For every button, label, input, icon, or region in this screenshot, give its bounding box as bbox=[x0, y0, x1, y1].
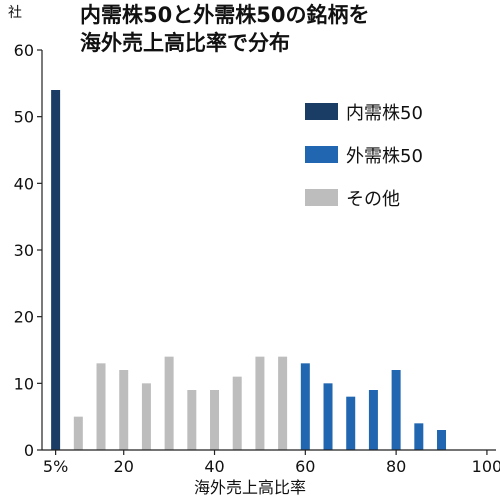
y-tick-label: 0 bbox=[24, 441, 34, 460]
bar bbox=[187, 390, 197, 450]
x-tick-label: 80 bbox=[386, 457, 406, 476]
bar bbox=[437, 430, 447, 450]
x-tick-label: 60 bbox=[295, 457, 315, 476]
bar bbox=[73, 416, 83, 450]
bar bbox=[255, 356, 265, 450]
legend-label: その他 bbox=[346, 189, 400, 210]
legend-label: 内需株50 bbox=[346, 103, 423, 124]
bar bbox=[96, 363, 106, 450]
bar bbox=[391, 370, 401, 450]
x-tick-label: 40 bbox=[204, 457, 224, 476]
bar bbox=[164, 356, 174, 450]
chart-title-line-1: 内需株50と外需株50の銘柄を bbox=[80, 3, 370, 27]
bar bbox=[300, 363, 310, 450]
bar bbox=[119, 370, 129, 450]
y-axis-label: 社 bbox=[8, 5, 22, 21]
chart-title-line-2: 海外売上高比率で分布 bbox=[80, 31, 290, 55]
bar bbox=[51, 90, 61, 450]
legend-swatch bbox=[305, 103, 338, 120]
y-tick-label: 20 bbox=[14, 308, 34, 327]
bar bbox=[368, 390, 378, 450]
legend-swatch bbox=[305, 146, 338, 163]
legend-label: 外需株50 bbox=[346, 146, 423, 167]
bar bbox=[323, 383, 333, 450]
bar bbox=[346, 396, 356, 450]
y-tick-label: 60 bbox=[14, 41, 34, 60]
y-tick-label: 30 bbox=[14, 241, 34, 260]
bar bbox=[278, 356, 288, 450]
legend-swatch bbox=[305, 189, 338, 206]
bar bbox=[210, 390, 220, 450]
bar bbox=[141, 383, 151, 450]
x-tick-label: 100 bbox=[472, 457, 500, 476]
y-tick-label: 40 bbox=[14, 174, 34, 193]
bar bbox=[414, 423, 424, 450]
x-axis-label: 海外売上高比率 bbox=[193, 478, 306, 497]
x-tick-label: 5% bbox=[43, 457, 68, 476]
bar bbox=[232, 376, 242, 450]
x-tick-label: 20 bbox=[114, 457, 134, 476]
y-tick-label: 50 bbox=[14, 108, 34, 127]
y-tick-label: 10 bbox=[14, 374, 34, 393]
